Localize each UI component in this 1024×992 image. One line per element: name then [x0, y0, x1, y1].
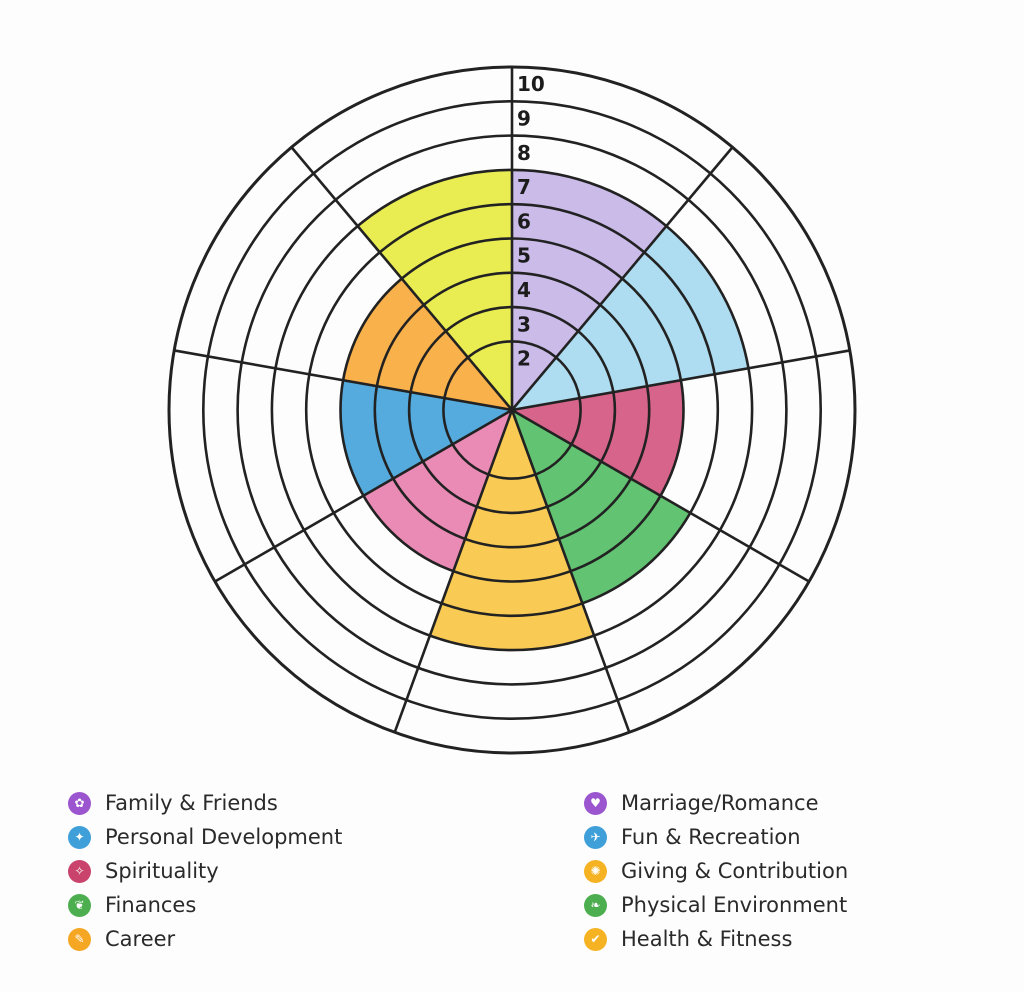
legend-label: Marriage/Romance — [621, 791, 819, 815]
bird-icon: ✈ — [584, 825, 607, 849]
wheel-spoke — [511, 408, 810, 583]
legend-label: Physical Environment — [621, 893, 848, 917]
legend-item: ♥ Marriage/Romance — [584, 786, 1004, 820]
wheel-segment — [512, 226, 749, 410]
sparkle-icon: ✿ — [68, 791, 91, 815]
wheel-spoke — [214, 408, 513, 583]
ring-labels-layer: 2 3 4 5 6 7 8 9 10 — [517, 72, 545, 370]
legend-label: Personal Development — [105, 825, 343, 849]
ring-label: 8 — [517, 141, 531, 165]
spokes-layer — [173, 67, 851, 733]
wheel-segment — [512, 380, 684, 496]
legend-label: Spirituality — [105, 859, 219, 883]
wheel-spoke — [290, 146, 513, 411]
legend-label: Career — [105, 927, 176, 951]
sparkle-icon: ✦ — [68, 825, 91, 849]
wheel-segment — [340, 380, 512, 496]
legend-item: ✔ Health & Fitness — [584, 922, 1004, 956]
leaf-icon: ✧ — [68, 859, 91, 883]
leaf-icon: ❦ — [68, 893, 91, 917]
heart-icon: ♥ — [584, 791, 607, 815]
legend-left-column: ✿ Family & Friends ✦ Personal Development ✧ S… — [68, 786, 488, 956]
ring-label: 2 — [517, 347, 531, 371]
wheel-spoke — [393, 409, 514, 733]
wheel-chart: 2 3 4 5 6 7 8 9 10 — [167, 65, 857, 755]
legend-label: Giving & Contribution — [621, 859, 849, 883]
legend-item: ✿ Family & Friends — [68, 786, 488, 820]
segments-layer — [340, 169, 749, 651]
legend-item: ✎ Career — [68, 922, 488, 956]
ring-label: 5 — [517, 244, 531, 268]
wheel-segment — [512, 410, 691, 604]
ring-label: 10 — [517, 72, 545, 96]
wheel-spoke — [511, 146, 734, 411]
legend-item: ✧ Spirituality — [68, 854, 488, 888]
wheel-segment — [357, 169, 512, 410]
wheel-spoke — [510, 409, 631, 733]
legend-label: Finances — [105, 893, 197, 917]
legend-item: ❦ Finances — [68, 888, 488, 922]
wheel-segment — [512, 169, 667, 410]
rings-layer — [167, 65, 857, 755]
ring-label: 7 — [517, 175, 531, 199]
ring-label: 9 — [517, 106, 531, 130]
gift-icon: ✺ — [584, 859, 607, 883]
legend-item: ✺ Giving & Contribution — [584, 854, 1004, 888]
wheel-spoke — [173, 349, 513, 412]
legend-item: ✦ Personal Development — [68, 820, 488, 854]
wheel-segment — [429, 410, 595, 651]
legend-right-column: ♥ Marriage/Romance ✈ Fun & Recreation ✺ Givin… — [584, 786, 1004, 956]
ring-label: 4 — [517, 278, 531, 302]
legend-label: Fun & Recreation — [621, 825, 801, 849]
legend-label: Health & Fitness — [621, 927, 793, 951]
legend-label: Family & Friends — [105, 791, 278, 815]
run-icon: ✔ — [584, 927, 607, 951]
wheel-segment — [343, 278, 512, 410]
legend-item: ✈ Fun & Recreation — [584, 820, 1004, 854]
leaf-icon: ❧ — [584, 893, 607, 917]
ring-label: 6 — [517, 209, 531, 233]
ring-label: 3 — [517, 312, 531, 336]
wheel-spoke — [511, 349, 851, 412]
pencil-icon: ✎ — [68, 927, 91, 951]
legend-item: ❧ Physical Environment — [584, 888, 1004, 922]
wheel-segment — [363, 410, 512, 572]
legend: ✿ Family & Friends ✦ Personal Development ✧ S… — [0, 786, 1024, 956]
